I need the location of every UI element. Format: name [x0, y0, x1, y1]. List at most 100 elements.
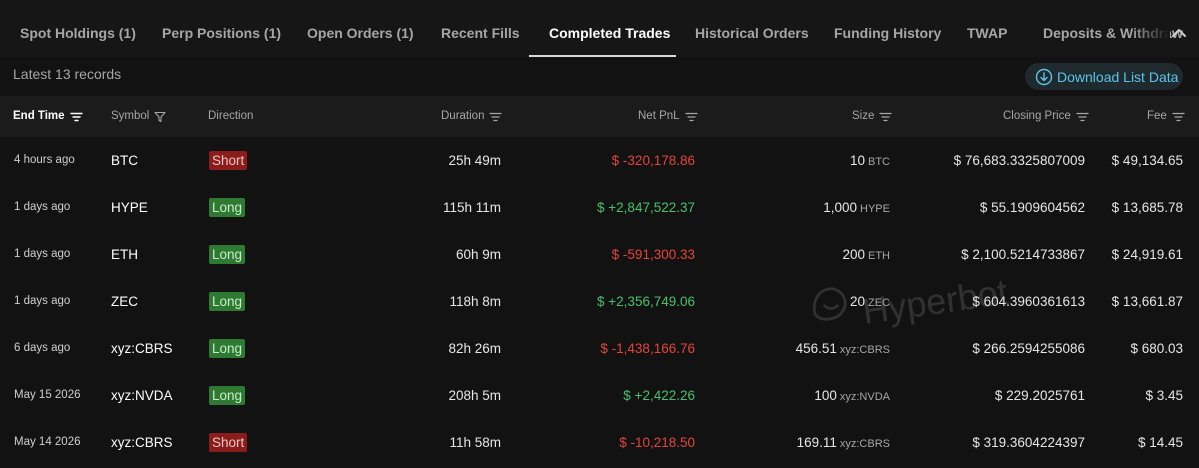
- end-time-cell: 1 days ago: [14, 201, 71, 213]
- fee-cell: $ 3.45: [1145, 388, 1183, 403]
- net-pnl-cell: $ -1,438,166.76: [600, 341, 695, 356]
- active-tab-indicator: [529, 55, 676, 57]
- tab-overflow-fade: [1130, 0, 1170, 57]
- closing-price-cell: $ 319.3604224397: [972, 435, 1085, 450]
- tab-funding-history[interactable]: Funding History: [834, 25, 942, 41]
- direction-badge: Short: [209, 151, 248, 170]
- direction-badge: Long: [209, 292, 246, 311]
- col-net-pnl-label: Net PnL: [638, 110, 680, 122]
- tab-bar: Spot Holdings (1) Perp Positions (1) Ope…: [0, 0, 1199, 57]
- download-list-button[interactable]: Download List Data: [1025, 63, 1183, 90]
- sort-icon[interactable]: [684, 112, 698, 122]
- table-row[interactable]: 4 hours ago BTC Short 25h 49m $ -320,178.86 1…: [0, 137, 1199, 184]
- table-row[interactable]: May 14 2026 xyz:CBRS Short 11h 58m $ -10,218…: [0, 419, 1199, 466]
- tab-perp-positions[interactable]: Perp Positions (1): [162, 25, 282, 41]
- col-end-time-label: End Time: [13, 110, 65, 122]
- filter-icon[interactable]: [154, 111, 166, 123]
- size-value: 200: [842, 247, 865, 262]
- size-value: 10: [849, 153, 865, 168]
- net-pnl-cell: $ +2,356,749.06: [597, 294, 695, 309]
- duration-cell: 60h 9m: [455, 247, 501, 262]
- table-row[interactable]: 1 days ago ZEC Long 118h 8m $ +2,356,749.06 2…: [0, 278, 1199, 325]
- size-unit: xyz:CBRS: [839, 438, 890, 450]
- size-unit: xyz:NVDA: [839, 391, 890, 403]
- col-net-pnl[interactable]: Net PnL: [638, 96, 698, 137]
- table-row[interactable]: 1 days ago HYPE Long 115h 11m $ +2,847,522.3…: [0, 184, 1199, 231]
- size-value: 169.11: [796, 435, 837, 450]
- tab-spot-holdings[interactable]: Spot Holdings (1): [20, 25, 136, 41]
- duration-cell: 25h 49m: [448, 153, 501, 168]
- size-value: 1,000: [823, 200, 858, 215]
- size-value: 100: [814, 388, 837, 403]
- col-fee[interactable]: Fee: [1147, 96, 1185, 137]
- col-direction-label: Direction: [208, 110, 254, 122]
- size-cell: 456.51 xyz:CBRS: [796, 325, 890, 372]
- records-count: Latest 13 records: [13, 66, 122, 82]
- size-cell: 169.11 xyz:CBRS: [797, 419, 890, 466]
- tab-completed-trades[interactable]: Completed Trades: [549, 25, 671, 41]
- sort-icon[interactable]: [1172, 112, 1185, 122]
- size-unit: xyz:CBRS: [839, 344, 890, 356]
- sort-icon[interactable]: [1076, 112, 1089, 122]
- table-row[interactable]: May 15 2026 xyz:NVDA Long 208h 5m $ +2,422.2…: [0, 372, 1199, 419]
- size-cell: 1,000 HYPE: [823, 184, 890, 231]
- direction-cell: Long: [209, 339, 246, 358]
- fee-cell: $ 680.03: [1130, 341, 1183, 356]
- duration-cell: 118h 8m: [449, 294, 501, 309]
- size-cell: 10 BTC: [850, 137, 890, 184]
- symbol-cell[interactable]: ZEC: [111, 294, 138, 309]
- direction-badge: Short: [209, 433, 248, 452]
- direction-badge: Long: [209, 198, 246, 217]
- symbol-cell[interactable]: xyz:CBRS: [111, 435, 173, 450]
- end-time-cell: 4 hours ago: [14, 154, 75, 166]
- closing-price-cell: $ 266.2594255086: [972, 341, 1085, 356]
- end-time-cell: 6 days ago: [14, 342, 71, 354]
- end-time-cell: May 15 2026: [14, 389, 81, 401]
- tab-recent-fills[interactable]: Recent Fills: [441, 25, 520, 41]
- col-duration[interactable]: Duration: [441, 96, 503, 137]
- direction-badge: Long: [209, 386, 246, 405]
- direction-cell: Short: [209, 151, 248, 170]
- col-end-time[interactable]: End Time: [13, 96, 83, 137]
- tab-historical-orders[interactable]: Historical Orders: [695, 25, 809, 41]
- table-row[interactable]: 6 days ago xyz:CBRS Long 82h 26m $ -1,438,16…: [0, 325, 1199, 372]
- duration-cell: 208h 5m: [448, 388, 501, 403]
- col-fee-label: Fee: [1147, 110, 1167, 122]
- net-pnl-cell: $ -10,218.50: [619, 435, 695, 450]
- tab-twap[interactable]: TWAP: [967, 25, 1008, 41]
- col-size[interactable]: Size: [852, 96, 893, 137]
- size-value: 456.51: [795, 341, 837, 356]
- tab-open-orders[interactable]: Open Orders (1): [307, 25, 414, 41]
- chevron-up-icon[interactable]: [1166, 20, 1192, 46]
- direction-badge: Long: [209, 245, 246, 264]
- sort-icon[interactable]: [489, 112, 503, 122]
- col-symbol[interactable]: Symbol: [111, 96, 166, 137]
- duration-cell: 82h 26m: [448, 341, 501, 356]
- direction-cell: Short: [209, 433, 248, 452]
- symbol-cell[interactable]: HYPE: [111, 200, 148, 215]
- direction-cell: Long: [209, 198, 246, 217]
- symbol-cell[interactable]: ETH: [111, 247, 138, 262]
- fee-cell: $ 14.45: [1137, 435, 1183, 450]
- direction-badge: Long: [209, 339, 246, 358]
- direction-cell: Long: [209, 292, 246, 311]
- net-pnl-cell: $ +2,847,522.37: [597, 200, 695, 215]
- size-unit: BTC: [868, 156, 890, 168]
- symbol-cell[interactable]: xyz:CBRS: [111, 341, 173, 356]
- sort-icon[interactable]: [69, 112, 83, 122]
- sort-icon[interactable]: [879, 112, 893, 122]
- col-closing-price[interactable]: Closing Price: [1003, 96, 1089, 137]
- size-cell: 200 ETH: [842, 231, 890, 278]
- net-pnl-cell: $ -320,178.86: [611, 153, 695, 168]
- fee-cell: $ 13,661.87: [1111, 294, 1183, 309]
- end-time-cell: May 14 2026: [14, 436, 81, 448]
- direction-cell: Long: [209, 386, 246, 405]
- table-row[interactable]: 1 days ago ETH Long 60h 9m $ -591,300.33 200 E…: [0, 231, 1199, 278]
- size-value: 20: [849, 294, 865, 309]
- size-unit: HYPE: [860, 203, 890, 215]
- symbol-cell[interactable]: BTC: [111, 153, 138, 168]
- symbol-cell[interactable]: xyz:NVDA: [111, 388, 173, 403]
- fee-cell: $ 13,685.78: [1111, 200, 1183, 215]
- size-cell: 20 ZEC: [850, 278, 890, 325]
- col-direction: Direction: [208, 96, 253, 137]
